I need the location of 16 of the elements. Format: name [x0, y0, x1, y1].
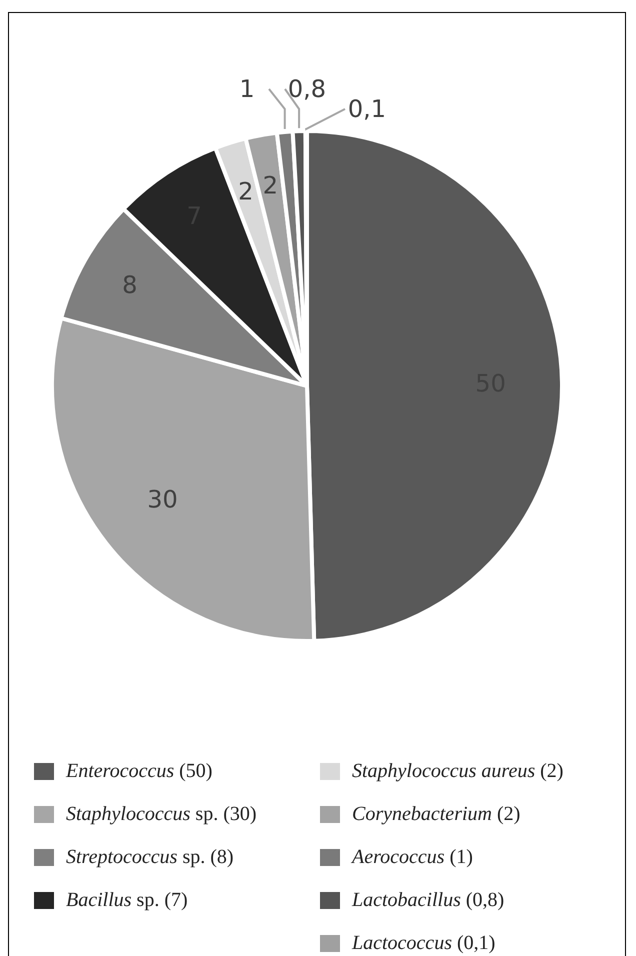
legend-label: Bacillus sp. (7)	[66, 889, 188, 911]
legend-label: Staphylococcus aureus (2)	[352, 760, 564, 782]
data-label: 2	[262, 171, 278, 200]
data-label: 2	[238, 177, 254, 206]
data-label: 0,1	[348, 95, 386, 123]
legend-label: Lactobacillus (0,8)	[352, 889, 504, 911]
legend-label: Corynebacterium (2)	[352, 803, 520, 825]
data-label: 30	[147, 485, 178, 514]
legend-label: Staphylococcus sp. (30)	[66, 803, 257, 825]
legend-label: Enterococcus (50)	[66, 760, 212, 782]
legend-label: Aerococcus (1)	[352, 846, 473, 868]
data-label: 0,8	[288, 75, 326, 103]
legend-label: Lactococcus (0,1)	[352, 932, 496, 954]
legend-label: Streptococcus sp. (8)	[66, 846, 234, 868]
data-label: 1	[239, 75, 255, 103]
data-label: 8	[122, 270, 138, 299]
